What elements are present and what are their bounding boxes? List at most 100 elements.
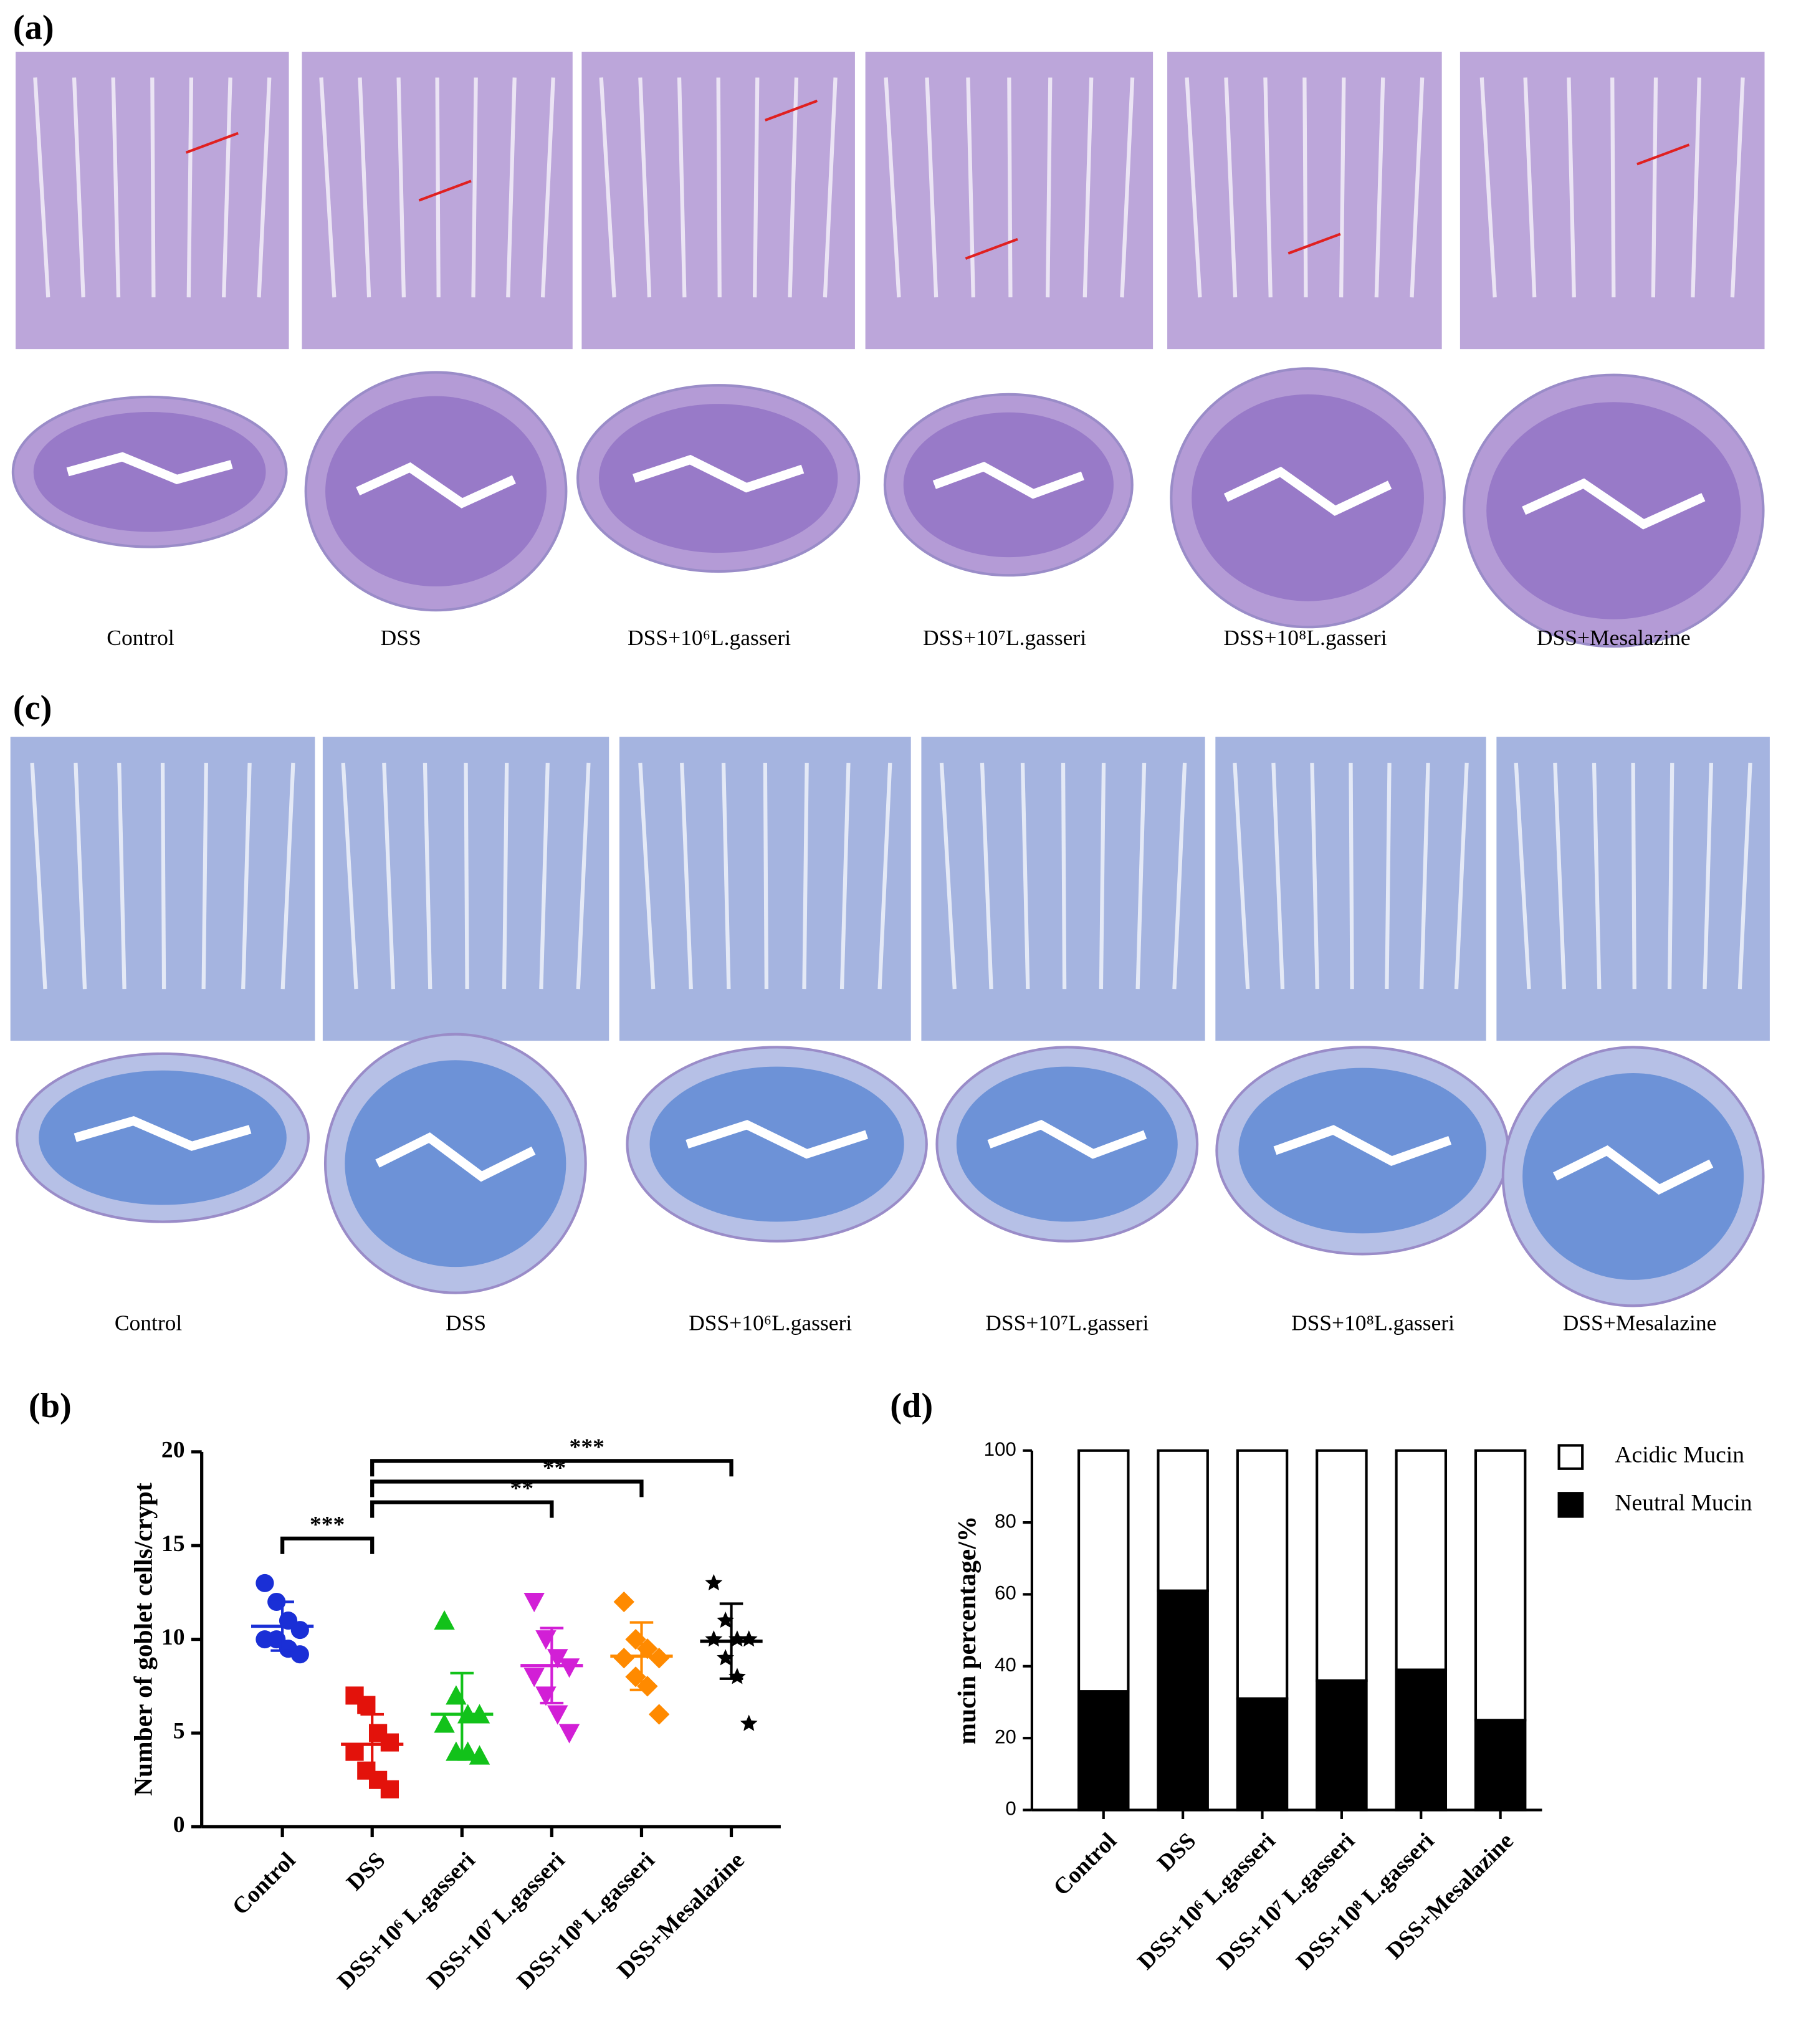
crypt <box>1479 77 1497 298</box>
x-tick-label: DSS+10⁶ L.gasseri <box>1133 1828 1281 1975</box>
arrow <box>765 99 818 122</box>
crypt <box>823 77 838 298</box>
bar-segment <box>1236 1697 1289 1812</box>
point <box>469 1745 490 1765</box>
error-bar <box>719 1602 743 1680</box>
significance-bracket <box>370 1459 733 1477</box>
bar-segment <box>1077 1690 1130 1812</box>
lumen <box>1223 466 1392 516</box>
legend-swatch <box>1557 1444 1584 1470</box>
y-tick-label: 15 <box>161 1531 185 1557</box>
point <box>740 1714 758 1731</box>
crypt <box>1172 762 1187 990</box>
crypt <box>33 77 50 298</box>
point <box>523 1592 545 1613</box>
bar-segment <box>1474 1449 1527 1722</box>
x-tick-label: Control <box>1049 1828 1122 1901</box>
crypt <box>341 762 358 990</box>
crypt <box>280 762 295 990</box>
crypt <box>435 77 441 298</box>
crypt <box>877 762 892 990</box>
crypt <box>506 77 517 298</box>
crypt <box>1302 77 1308 298</box>
point <box>740 1630 758 1647</box>
crypt <box>1082 77 1094 298</box>
crypt <box>939 762 957 990</box>
crypt <box>464 763 469 990</box>
panel-label: (b) <box>29 1387 72 1425</box>
crypt <box>1385 762 1392 990</box>
caption: DSS+Mesalazine <box>1563 1311 1717 1335</box>
lumen <box>375 1132 536 1182</box>
crypt <box>1730 77 1745 298</box>
lumen <box>686 1120 868 1159</box>
significance-label: *** <box>570 1435 604 1460</box>
crypt <box>716 77 722 298</box>
crypt <box>1610 77 1616 298</box>
x-tick-label: DSS+10⁸ L.gasseri <box>1292 1828 1440 1975</box>
crypt <box>1007 77 1013 298</box>
crypt <box>1374 77 1385 298</box>
mucosa <box>1522 1072 1744 1280</box>
bar-segment <box>1236 1449 1289 1700</box>
panel-label: (d) <box>890 1387 933 1425</box>
panel-label: (a) <box>13 9 54 47</box>
caption: Control <box>107 625 174 650</box>
crypt <box>396 77 406 298</box>
crypt <box>925 77 939 298</box>
crypt <box>1310 762 1319 990</box>
crypt <box>752 77 760 298</box>
significance-bracket <box>280 1536 375 1554</box>
y-tick-label: 40 <box>995 1654 1016 1676</box>
crypt <box>1703 762 1714 990</box>
x-tick-label: DSS <box>1152 1828 1201 1876</box>
lumen <box>633 454 805 493</box>
crypt <box>1233 762 1250 990</box>
crypt <box>201 762 208 990</box>
crypt <box>1339 77 1346 298</box>
bar-segment <box>1395 1668 1448 1812</box>
crypt <box>576 762 591 990</box>
crypt <box>1271 762 1285 990</box>
crypt <box>1045 77 1053 298</box>
crypt <box>72 77 85 298</box>
bar-segment <box>1474 1719 1527 1812</box>
y-tick-label: 0 <box>173 1812 185 1838</box>
y-tick-label: 20 <box>995 1726 1016 1747</box>
crypt <box>241 762 252 990</box>
lumen <box>1553 1145 1714 1195</box>
bar-segment <box>1157 1449 1209 1592</box>
legend-swatch <box>1557 1492 1584 1518</box>
crypt <box>1691 77 1701 298</box>
lumen <box>66 452 233 484</box>
point <box>434 1610 455 1630</box>
error-bar <box>540 1626 564 1704</box>
mucosa <box>1192 394 1424 601</box>
crypt <box>966 77 975 298</box>
crypt <box>540 77 555 298</box>
crypt <box>382 762 396 990</box>
point <box>380 1780 399 1798</box>
point <box>558 1658 580 1678</box>
crypt <box>1567 77 1576 298</box>
point <box>717 1649 735 1666</box>
crypt <box>1420 762 1430 990</box>
crypt <box>1553 762 1567 990</box>
caption: DSS+10⁶L.gasseri <box>689 1311 852 1335</box>
lumen <box>1522 478 1706 530</box>
mucosa <box>345 1060 566 1268</box>
point <box>558 1724 580 1744</box>
x-tick-label: DSS <box>342 1848 391 1896</box>
y-axis-label: Number of goblet cells/crypt <box>129 1483 158 1796</box>
crypt <box>980 762 993 990</box>
crypt <box>1224 77 1238 298</box>
error-bar <box>450 1671 474 1757</box>
crypt <box>638 762 656 990</box>
crypt <box>257 77 272 298</box>
y-tick-label: 0 <box>1005 1798 1016 1820</box>
crypt <box>1454 762 1469 990</box>
arrow <box>418 179 472 202</box>
crypt <box>1523 77 1537 298</box>
crypt <box>1592 762 1602 990</box>
